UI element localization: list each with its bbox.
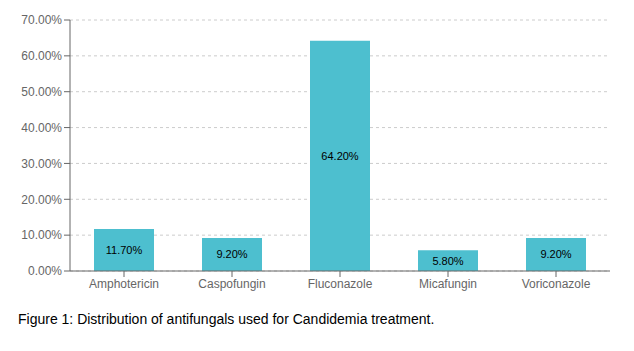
svg-text:10.00%: 10.00% bbox=[21, 228, 62, 242]
svg-text:0.00%: 0.00% bbox=[28, 264, 62, 278]
svg-text:30.00%: 30.00% bbox=[21, 157, 62, 171]
svg-text:Fluconazole: Fluconazole bbox=[308, 277, 373, 291]
svg-text:9.20%: 9.20% bbox=[540, 248, 571, 260]
svg-text:Amphotericin: Amphotericin bbox=[89, 277, 159, 291]
svg-text:5.80%: 5.80% bbox=[432, 255, 463, 267]
svg-text:64.20%: 64.20% bbox=[321, 150, 359, 162]
html-text:Figure 1: Distribution of anti: Figure 1: Distribution of antifungals us… bbox=[18, 311, 435, 327]
svg-text:60.00%: 60.00% bbox=[21, 49, 62, 63]
svg-text:11.70%: 11.70% bbox=[106, 244, 143, 256]
svg-text:20.00%: 20.00% bbox=[21, 193, 62, 207]
svg-text:50.00%: 50.00% bbox=[21, 85, 62, 99]
svg-text:Voriconazole: Voriconazole bbox=[522, 277, 591, 291]
svg-text:9.20%: 9.20% bbox=[216, 248, 247, 260]
svg-text:40.00%: 40.00% bbox=[21, 121, 62, 135]
svg-text:70.00%: 70.00% bbox=[21, 13, 62, 27]
svg-text:Micafungin: Micafungin bbox=[419, 277, 477, 291]
svg-text:Caspofungin: Caspofungin bbox=[198, 277, 265, 291]
